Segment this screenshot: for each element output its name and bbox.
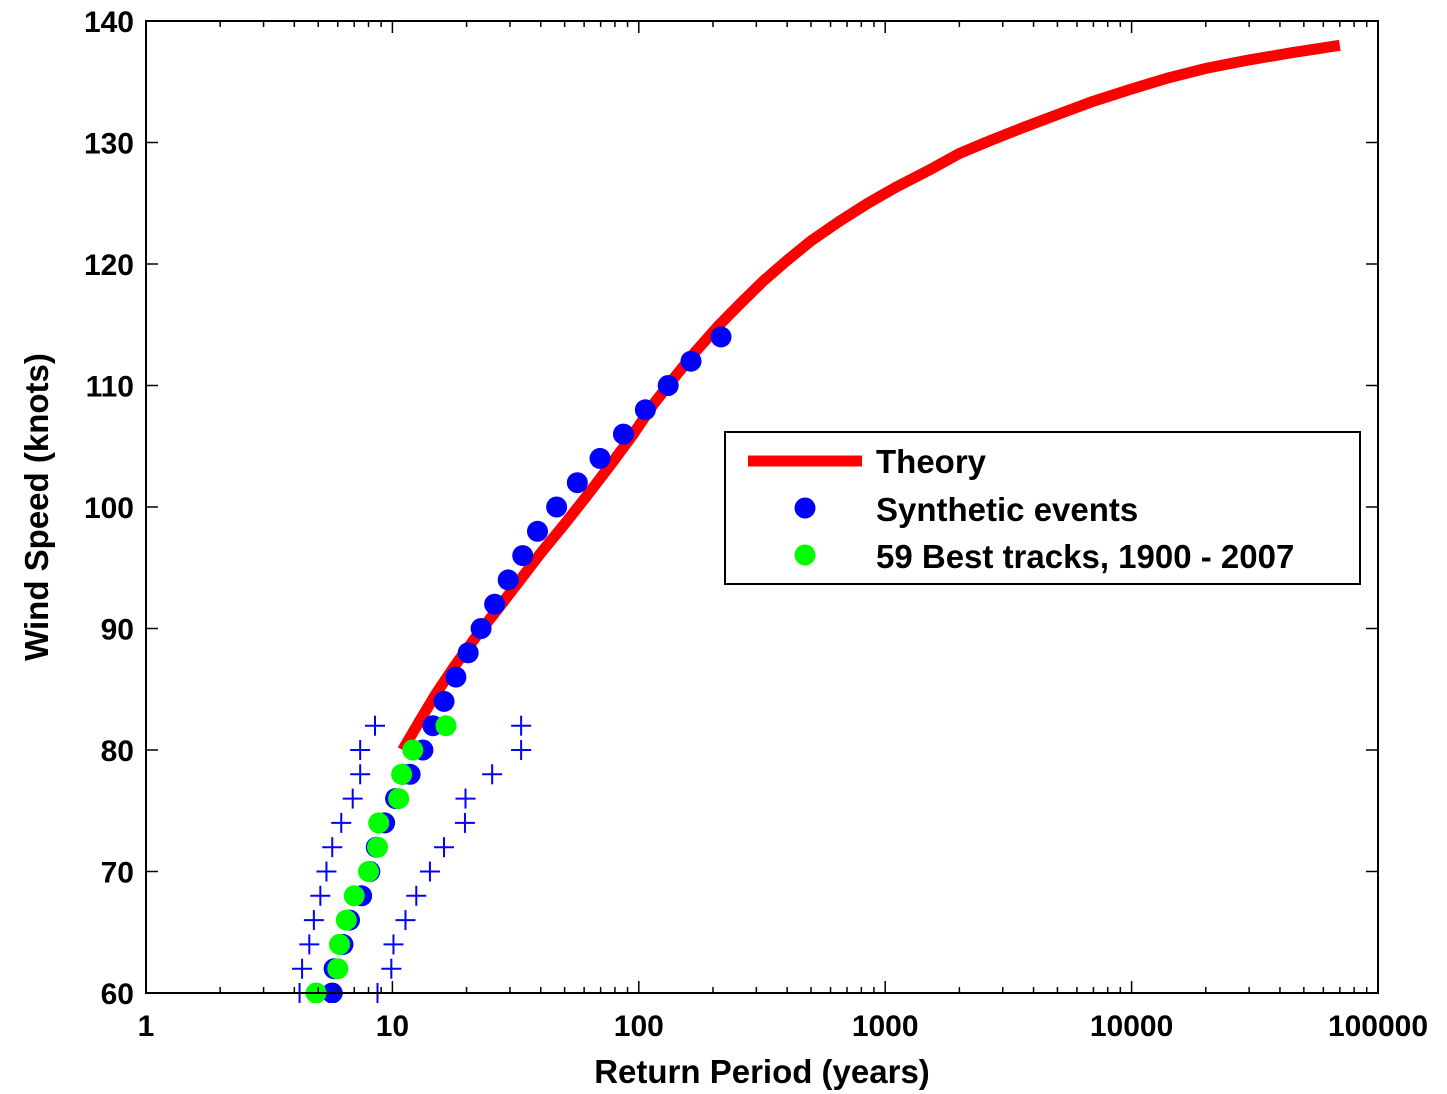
synthetic-event-point — [657, 375, 679, 396]
legend-theory-label: Theory — [876, 443, 987, 480]
y-tick-label: 130 — [84, 128, 134, 161]
bound-plus-marker — [303, 910, 324, 931]
synthetic-event-point — [457, 642, 479, 664]
y-tick-label: 140 — [84, 6, 134, 39]
theory-line — [397, 39, 1341, 753]
synthetic-event-point — [680, 350, 702, 372]
synthetic-event-point — [566, 472, 588, 494]
x-tick-label: 100000 — [1328, 1010, 1428, 1043]
best-track-point — [402, 739, 424, 761]
legend-synthetic-swatch — [794, 497, 816, 519]
bound-plus-marker — [310, 885, 331, 906]
legend-best-tracks-label: 59 Best tracks, 1900 - 2007 — [876, 538, 1294, 575]
synthetic-event-point — [526, 520, 548, 542]
legend: Theory Synthetic events 59 Best tracks, … — [724, 431, 1361, 585]
bound-plus-marker — [511, 740, 532, 760]
x-axis-title: Return Period (years) — [594, 1053, 930, 1090]
bound-plus-marker — [322, 837, 343, 858]
best-track-point — [368, 812, 390, 834]
best-track-point — [435, 715, 457, 737]
data-layer — [289, 39, 1341, 1003]
bound-plus-marker — [316, 861, 337, 882]
synthetic-event-point — [497, 569, 519, 591]
synthetic-event-point — [710, 326, 732, 348]
y-tick-label: 90 — [101, 614, 134, 647]
synthetic-event-point — [512, 545, 534, 567]
bound-plus-marker — [331, 812, 352, 833]
x-tick-label: 100 — [614, 1010, 664, 1043]
bound-plus-marker — [350, 740, 371, 760]
best-track-point — [329, 933, 351, 955]
bound-plus-marker — [292, 958, 313, 979]
best-track-point — [366, 836, 388, 858]
tick-layer: 1 10 100 1000 10000 1000006070809010011012013… — [84, 6, 1428, 1043]
bound-plus-marker — [406, 885, 427, 906]
y-axis-title: Wind Speed (knots) — [18, 353, 55, 661]
y-tick-label: 70 — [101, 857, 134, 890]
y-tick-label: 100 — [84, 492, 134, 525]
synthetic-event-point — [546, 496, 568, 518]
bound-plus-marker — [455, 788, 476, 809]
bound-plus-marker — [342, 788, 363, 809]
y-tick-label: 120 — [84, 249, 134, 282]
y-tick-label: 110 — [86, 371, 134, 404]
bound-plus-marker — [482, 764, 503, 785]
bound-plus-marker — [383, 934, 404, 955]
x-tick-label: 10000 — [1090, 1010, 1173, 1043]
legend-synthetic-label: Synthetic events — [876, 491, 1138, 528]
bound-plus-marker — [395, 910, 416, 931]
best-track-point — [358, 861, 380, 882]
bound-plus-marker — [381, 958, 402, 979]
synthetic-event-point — [433, 690, 455, 712]
y-tick-label: 80 — [101, 735, 134, 768]
bound-plus-marker — [454, 812, 475, 833]
x-tick-label: 1 — [138, 1010, 155, 1043]
bound-plus-marker — [511, 715, 532, 736]
legend-best-tracks-swatch — [794, 544, 816, 566]
best-track-point — [388, 788, 410, 810]
synthetic-event-point — [634, 399, 656, 421]
bound-plus-marker — [419, 861, 440, 882]
best-track-point — [343, 885, 365, 907]
bound-plus-marker — [365, 715, 386, 736]
synthetic-event-point — [445, 666, 467, 688]
y-tick-label: 60 — [101, 978, 134, 1011]
synthetic-event-point — [470, 618, 492, 639]
synthetic-event-point — [589, 447, 611, 469]
bound-plus-marker — [434, 837, 455, 858]
synthetic-event-point — [484, 593, 506, 615]
bound-plus-marker — [350, 764, 371, 785]
bound-plus-marker — [299, 934, 320, 955]
best-track-point — [335, 909, 357, 931]
x-tick-label: 1000 — [852, 1010, 919, 1043]
x-tick-label: 10 — [376, 1010, 409, 1043]
synthetic-event-point — [612, 423, 634, 445]
best-track-point — [391, 763, 413, 785]
best-track-point — [327, 958, 349, 980]
